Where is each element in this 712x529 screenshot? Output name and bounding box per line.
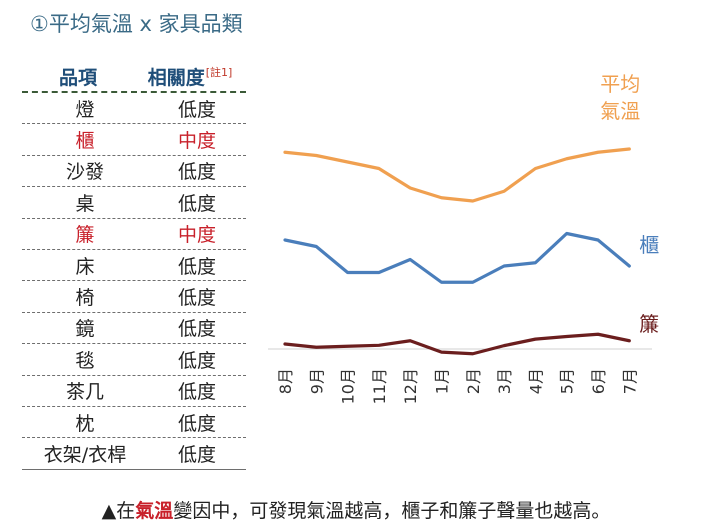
x-tick-label: 5月 xyxy=(558,368,577,394)
cell-correlation: 中度 xyxy=(177,130,216,153)
x-tick-label: 11月 xyxy=(370,368,389,404)
cell-item: 枕 xyxy=(75,412,95,435)
cell-item: 茶几 xyxy=(65,381,104,404)
cell-correlation: 低度 xyxy=(177,318,216,341)
table-row: 毯 低度 xyxy=(22,344,246,376)
cell-item: 簾 xyxy=(75,224,95,247)
cell-correlation: 中度 xyxy=(177,224,216,247)
chart-title: ①平均氣溫 x 家具品類 xyxy=(30,12,243,36)
cell-correlation: 低度 xyxy=(177,381,216,404)
cell-correlation: 低度 xyxy=(177,98,216,121)
series-label: 櫃 xyxy=(639,233,659,257)
x-tick-label: 2月 xyxy=(464,368,483,394)
series-line xyxy=(283,231,631,284)
table-row: 床 低度 xyxy=(22,250,246,282)
cell-item: 桌 xyxy=(75,192,95,215)
table-row: 沙發 低度 xyxy=(22,156,246,188)
footer-emphasis: 氣溫 xyxy=(135,500,174,522)
cell-item: 鏡 xyxy=(75,318,95,341)
footer-suffix: 變因中，可發現氣溫越高，櫃子和簾子聲量也越高。 xyxy=(173,500,611,522)
cell-item: 櫃 xyxy=(75,130,95,153)
cell-correlation: 低度 xyxy=(177,287,216,310)
series-line xyxy=(283,332,631,356)
series-line xyxy=(283,147,631,203)
cell-correlation: 低度 xyxy=(177,412,216,435)
cell-item: 床 xyxy=(75,255,95,278)
header-correlation-label: 相關度 xyxy=(147,67,205,89)
cell-correlation: 低度 xyxy=(177,443,216,466)
footer-caption: ▲在氣溫變因中，可發現氣溫越高，櫃子和簾子聲量也越高。 xyxy=(0,496,712,523)
series-label: 氣溫 xyxy=(600,99,640,123)
x-tick-label: 12月 xyxy=(401,368,420,404)
table-row: 鏡 低度 xyxy=(22,313,246,345)
table-row: 枕 低度 xyxy=(22,407,246,439)
footer-prefix: ▲在 xyxy=(101,500,136,522)
table-row: 櫃 中度 xyxy=(22,124,246,156)
cell-item: 衣架/衣桿 xyxy=(43,443,127,466)
series-label: 簾 xyxy=(639,312,659,336)
cell-item: 毯 xyxy=(75,349,95,372)
series-label: 平均 xyxy=(600,72,640,96)
cell-correlation: 低度 xyxy=(177,349,216,372)
x-tick-label: 3月 xyxy=(495,368,514,394)
cell-item: 燈 xyxy=(75,98,95,121)
cell-item: 沙發 xyxy=(65,161,104,184)
x-tick-label: 4月 xyxy=(526,368,545,394)
correlation-table: 品項 相關度[註1] 燈低度櫃中度 沙發 低度桌低度簾中度床低度椅低度鏡低度毯低度茶… xyxy=(22,60,246,470)
x-tick-label: 6月 xyxy=(589,368,608,394)
table-body: 燈低度櫃中度 沙發 低度桌低度簾中度床低度椅低度鏡低度毯低度 茶几 低度枕低度 衣架/衣桿… xyxy=(22,93,246,470)
x-tick-label: 9月 xyxy=(307,368,326,394)
cell-correlation: 低度 xyxy=(177,161,216,184)
x-tick-label: 1月 xyxy=(433,368,452,394)
header-item: 品項 xyxy=(58,67,97,89)
table-row: 桌 低度 xyxy=(22,187,246,219)
table-row: 燈 低度 xyxy=(22,93,246,125)
header-correlation: 相關度[註1] xyxy=(134,63,246,90)
x-tick-label: 10月 xyxy=(339,368,358,404)
table-header: 品項 相關度[註1] xyxy=(22,60,246,93)
footnote-marker: [註1] xyxy=(205,66,233,79)
table-row: 簾 中度 xyxy=(22,219,246,250)
cell-correlation: 低度 xyxy=(177,192,216,215)
table-row: 茶几 低度 xyxy=(22,376,246,407)
table-row: 衣架/衣桿 低度 xyxy=(22,438,246,470)
table-row: 椅 低度 xyxy=(22,281,246,313)
cell-correlation: 低度 xyxy=(177,255,216,278)
x-tick-label: 7月 xyxy=(620,368,639,394)
cell-item: 椅 xyxy=(75,287,95,310)
x-tick-label: 8月 xyxy=(276,368,295,394)
